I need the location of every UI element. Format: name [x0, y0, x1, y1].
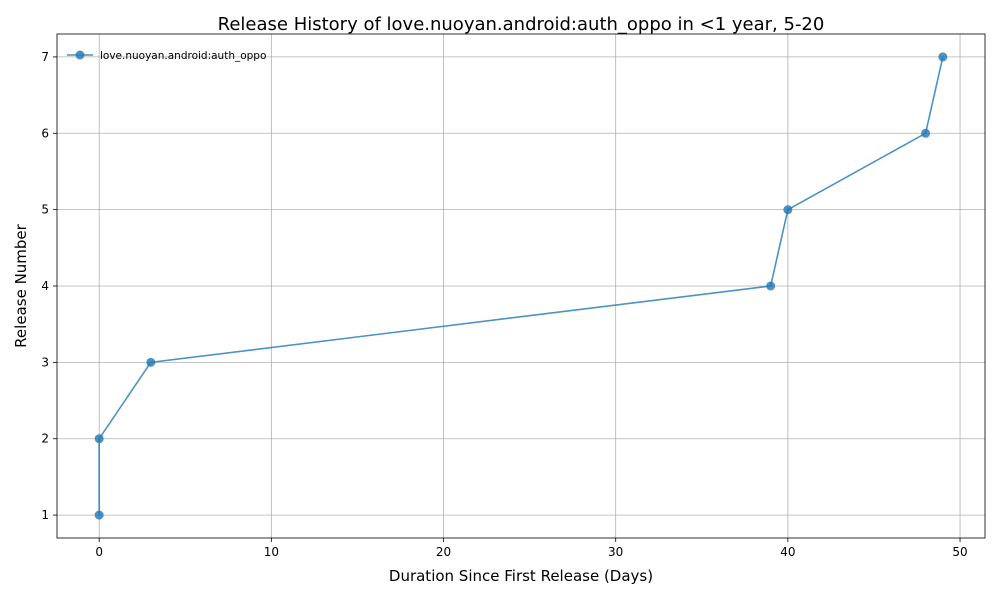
data-point [94, 434, 104, 444]
x-axis-title: Duration Since First Release (Days) [389, 567, 653, 585]
y-tick-label: 5 [41, 203, 49, 217]
y-tick-label: 1 [41, 508, 49, 522]
y-tick-label: 7 [41, 50, 49, 64]
y-tick-label: 4 [41, 279, 49, 293]
y-tick-label: 2 [41, 432, 49, 446]
series-layer [94, 52, 948, 520]
x-tick-label: 30 [608, 545, 623, 559]
x-axis-ticks: 0 10 20 30 40 50 [95, 538, 968, 559]
legend-point-marker [75, 50, 85, 60]
data-point [94, 510, 104, 520]
legend-label: love.nuoyan.android:auth_oppo [100, 50, 266, 62]
data-point [146, 357, 156, 367]
x-tick-label: 0 [95, 545, 103, 559]
data-point [766, 281, 776, 291]
legend: love.nuoyan.android:auth_oppo [67, 50, 266, 62]
chart-title: Release History of love.nuoyan.android:a… [218, 14, 825, 35]
y-tick-label: 3 [41, 355, 49, 369]
y-axis-ticks: 1 2 3 4 5 6 7 [41, 50, 57, 522]
grid-lines [57, 34, 985, 538]
y-axis-title: Release Number [12, 223, 30, 347]
data-point [783, 205, 793, 215]
data-point [938, 52, 948, 62]
y-tick-label: 6 [41, 126, 49, 140]
x-tick-label: 50 [952, 545, 967, 559]
data-point [921, 128, 931, 138]
x-tick-label: 40 [780, 545, 795, 559]
x-tick-label: 20 [436, 545, 451, 559]
x-tick-label: 10 [264, 545, 279, 559]
